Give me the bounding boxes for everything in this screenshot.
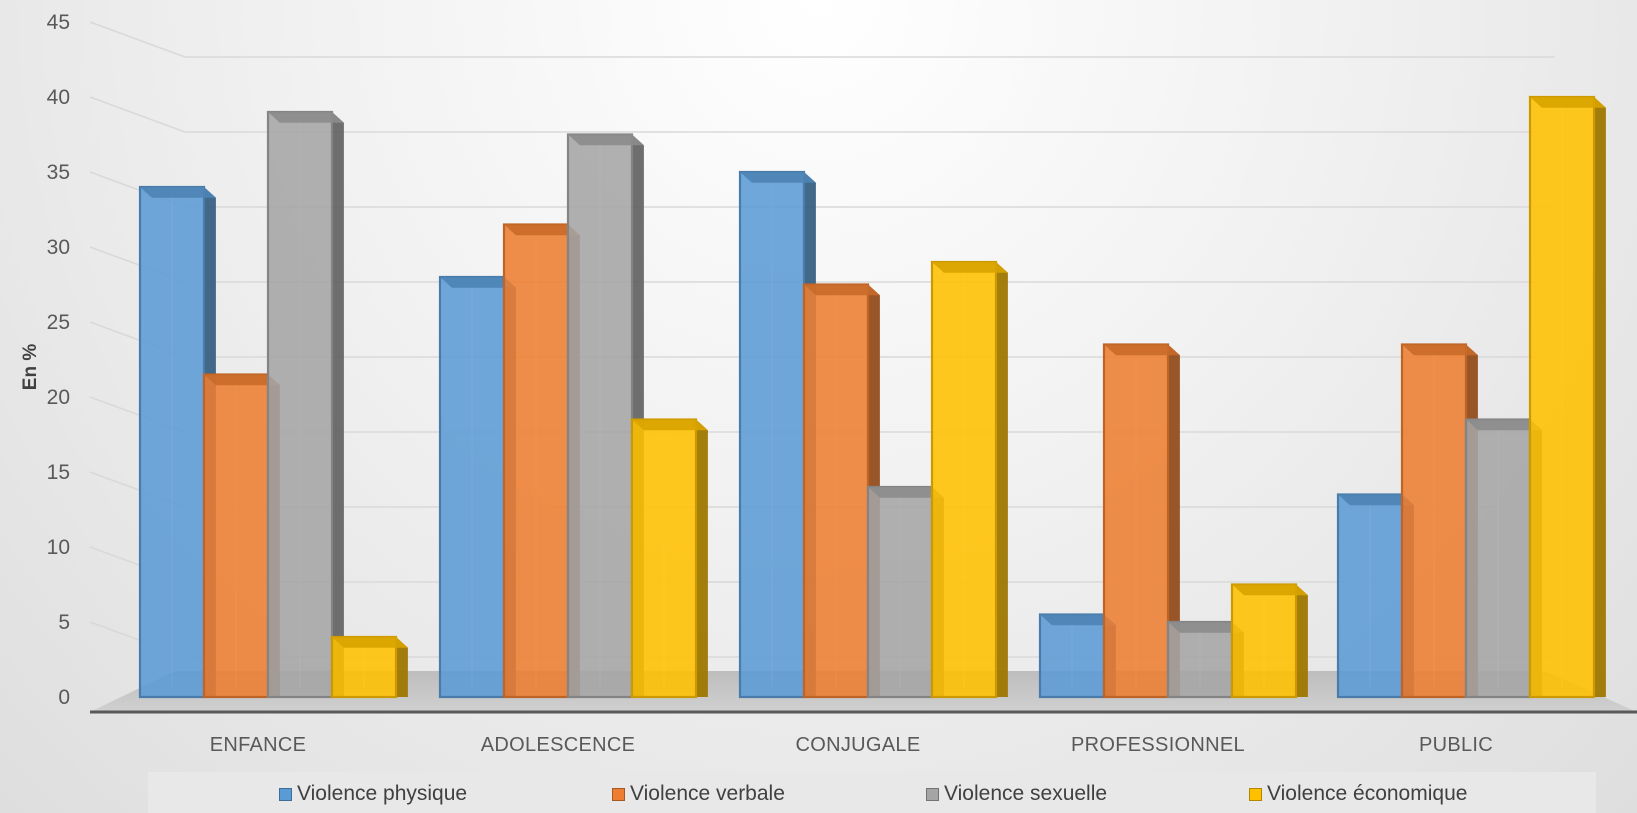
bar-violence-physique-adolescence <box>438 275 516 699</box>
bar-violence-economique-adolescence <box>630 418 708 699</box>
x-tick-label-adolescence: ADOLESCENCE <box>481 734 635 756</box>
y-tick-label: 0 <box>58 686 70 709</box>
y-tick-label: 15 <box>47 461 70 484</box>
y-tick-label: 25 <box>47 311 70 334</box>
y-tick-label: 10 <box>47 536 70 559</box>
bar-violence-economique-enfance <box>330 635 408 699</box>
x-axis: ENFANCE ADOLESCENCE CONJUGALE PROFESSIONNEL… <box>210 734 1493 756</box>
gridline <box>89 96 1555 133</box>
x-tick-label-professionnel: PROFESSIONNEL <box>1071 734 1245 756</box>
legend-label-violence-verbale: Violence verbale <box>630 782 785 805</box>
x-tick-label-public: PUBLIC <box>1419 734 1493 756</box>
bar-violence-physique-public <box>1336 493 1414 699</box>
legend-item-violence-verbale: Violence verbale <box>612 782 785 806</box>
legend-item-violence-physique: Violence physique <box>279 782 467 806</box>
y-tick-label: 35 <box>47 161 70 184</box>
bar-violence-sexuelle-enfance <box>266 110 344 699</box>
legend: Violence physique Violence verbale Viole… <box>148 772 1596 813</box>
y-tick-label: 5 <box>58 611 70 634</box>
x-tick-label-enfance: ENFANCE <box>210 734 307 756</box>
y-tick-label: 40 <box>47 86 70 109</box>
y-tick-label: 30 <box>47 236 70 259</box>
legend-item-violence-sexuelle: Violence sexuelle <box>926 782 1107 806</box>
y-axis: 0 5 10 15 20 25 30 35 40 45 <box>47 11 70 709</box>
legend-item-violence-economique: Violence économique <box>1249 782 1467 806</box>
legend-label-violence-physique: Violence physique <box>297 782 468 805</box>
bars <box>138 95 1606 699</box>
bar-violence-verbale-professionnel <box>1102 343 1180 699</box>
legend-swatch-violence-economique <box>1249 787 1262 801</box>
bar-violence-economique-professionnel <box>1230 583 1308 699</box>
y-tick-label: 20 <box>47 386 70 409</box>
legend-label-violence-economique: Violence économique <box>1267 782 1468 805</box>
legend-swatch-violence-physique <box>279 787 292 801</box>
y-tick-label: 45 <box>47 11 70 34</box>
gridline <box>89 21 1555 58</box>
legend-swatch-violence-verbale <box>612 787 625 801</box>
legend-swatch-violence-sexuelle <box>926 787 939 801</box>
bar-violence-economique-conjugale <box>930 260 1008 699</box>
legend-label-violence-sexuelle: Violence sexuelle <box>944 782 1108 805</box>
x-tick-label-conjugale: CONJUGALE <box>796 734 921 756</box>
y-axis-label: En % <box>20 344 41 391</box>
bar-violence-economique-public <box>1528 95 1606 699</box>
